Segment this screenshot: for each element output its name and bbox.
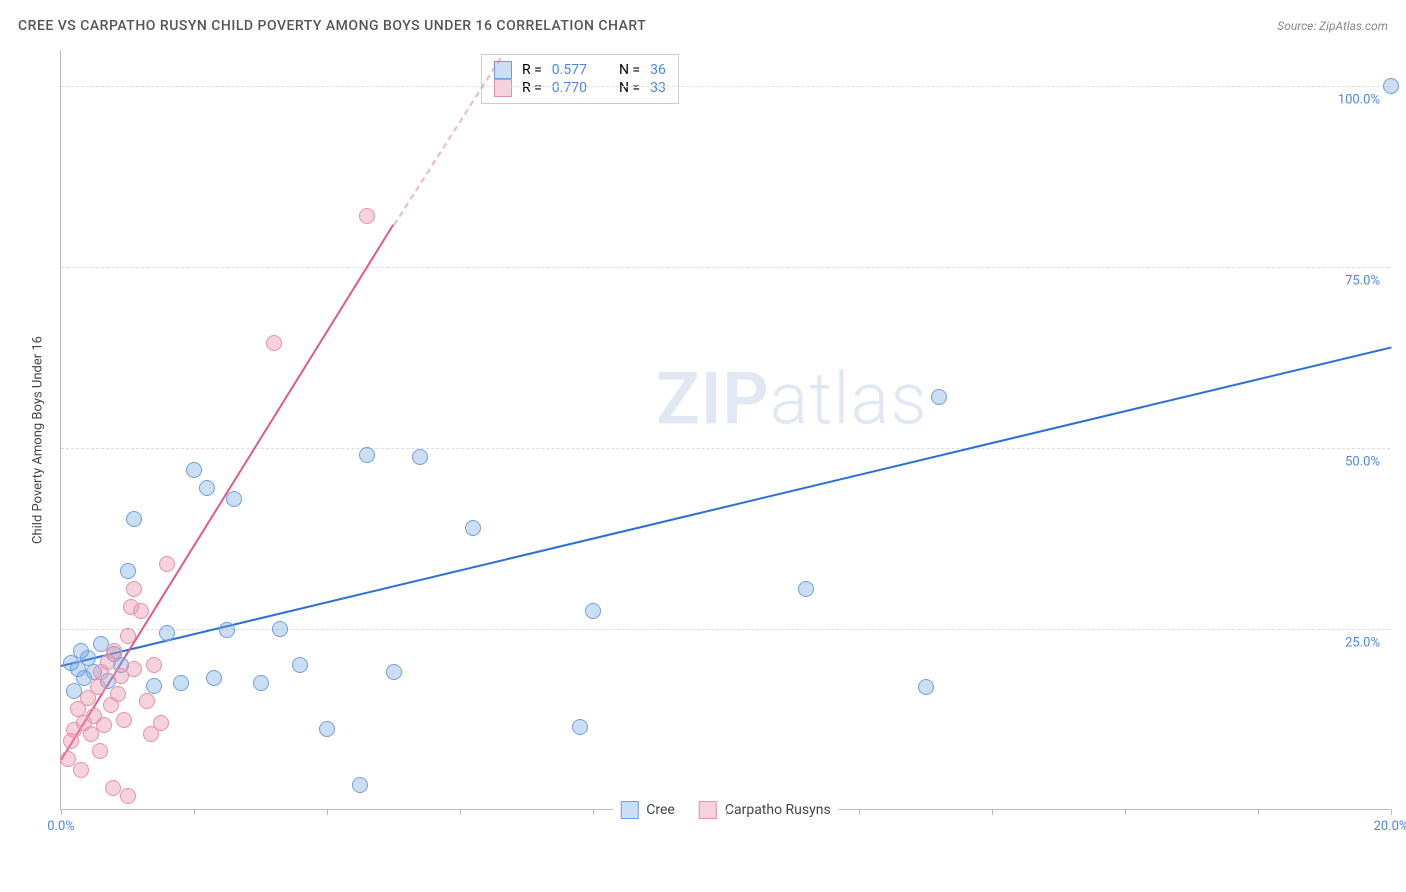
data-point xyxy=(292,657,308,673)
source-attribution: Source: ZipAtlas.com xyxy=(1277,19,1388,33)
gridline-h xyxy=(61,629,1390,630)
x-tick xyxy=(992,809,993,815)
data-point xyxy=(266,335,282,351)
data-point xyxy=(146,678,162,694)
data-point xyxy=(120,788,136,804)
legend-label: Cree xyxy=(646,802,675,818)
data-point xyxy=(219,622,235,638)
data-point xyxy=(199,480,215,496)
data-point xyxy=(412,449,428,465)
legend-stat-row: R = 0.577N = 36 xyxy=(494,61,666,79)
data-point xyxy=(133,603,149,619)
legend-item: Cree xyxy=(620,801,675,819)
x-tick xyxy=(194,809,195,815)
y-tick-label: 25.0% xyxy=(1345,636,1380,651)
x-tick xyxy=(1258,809,1259,815)
r-value: 0.577 xyxy=(552,62,587,78)
data-point xyxy=(153,715,169,731)
legend-swatch xyxy=(620,801,638,819)
data-point xyxy=(126,581,142,597)
x-tick xyxy=(61,809,62,815)
y-tick-label: 75.0% xyxy=(1345,274,1380,289)
data-point xyxy=(359,447,375,463)
y-tick-label: 100.0% xyxy=(1338,93,1380,108)
data-point xyxy=(126,511,142,527)
data-point xyxy=(96,717,112,733)
data-point xyxy=(465,520,481,536)
data-point xyxy=(92,743,108,759)
legend-item: Carpatho Rusyns xyxy=(699,801,831,819)
data-point xyxy=(359,208,375,224)
data-point xyxy=(798,581,814,597)
gridline-h xyxy=(61,448,1390,449)
n-value: 36 xyxy=(650,62,666,78)
data-point xyxy=(139,693,155,709)
data-point xyxy=(386,664,402,680)
data-point xyxy=(120,628,136,644)
plot-area: ZIPatlas R = 0.577N = 36R = 0.770N = 33 … xyxy=(60,50,1390,810)
trend-line xyxy=(61,347,1391,667)
legend-swatch xyxy=(699,801,717,819)
data-point xyxy=(116,712,132,728)
x-tick xyxy=(327,809,328,815)
y-tick-label: 50.0% xyxy=(1345,455,1380,470)
data-point xyxy=(253,675,269,691)
x-tick xyxy=(859,809,860,815)
data-point xyxy=(110,686,126,702)
data-point xyxy=(585,603,601,619)
data-point xyxy=(352,777,368,793)
chart-area: Child Poverty Among Boys Under 16 ZIPatl… xyxy=(50,50,1390,830)
data-point xyxy=(90,679,106,695)
data-point xyxy=(73,762,89,778)
trend-line xyxy=(393,58,501,226)
data-point xyxy=(146,657,162,673)
y-axis-label: Child Poverty Among Boys Under 16 xyxy=(31,336,46,544)
data-point xyxy=(105,780,121,796)
r-value: 0.770 xyxy=(552,80,587,96)
watermark: ZIPatlas xyxy=(656,357,928,442)
x-tick xyxy=(1125,809,1126,815)
x-tick xyxy=(460,809,461,815)
x-tick xyxy=(1391,809,1392,815)
x-tick-label: 0.0% xyxy=(47,819,75,834)
correlation-legend: R = 0.577N = 36R = 0.770N = 33 xyxy=(481,54,679,104)
data-point xyxy=(159,556,175,572)
data-point xyxy=(106,643,122,659)
chart-title: CREE VS CARPATHO RUSYN CHILD POVERTY AMO… xyxy=(18,18,646,34)
data-point xyxy=(186,462,202,478)
data-point xyxy=(931,389,947,405)
data-point xyxy=(319,721,335,737)
data-point xyxy=(159,625,175,641)
data-point xyxy=(126,661,142,677)
n-value: 33 xyxy=(650,80,666,96)
data-point xyxy=(173,675,189,691)
data-point xyxy=(272,621,288,637)
legend-stat-row: R = 0.770N = 33 xyxy=(494,79,666,97)
data-point xyxy=(1383,78,1399,94)
x-tick-label: 20.0% xyxy=(1374,819,1406,834)
data-point xyxy=(206,670,222,686)
header: CREE VS CARPATHO RUSYN CHILD POVERTY AMO… xyxy=(18,18,1388,34)
data-point xyxy=(120,563,136,579)
data-point xyxy=(918,679,934,695)
legend-swatch xyxy=(494,79,512,97)
legend-label: Carpatho Rusyns xyxy=(725,802,831,818)
x-tick xyxy=(593,809,594,815)
data-point xyxy=(226,491,242,507)
x-tick xyxy=(726,809,727,815)
gridline-h xyxy=(61,86,1390,87)
data-point xyxy=(572,719,588,735)
gridline-h xyxy=(61,267,1390,268)
